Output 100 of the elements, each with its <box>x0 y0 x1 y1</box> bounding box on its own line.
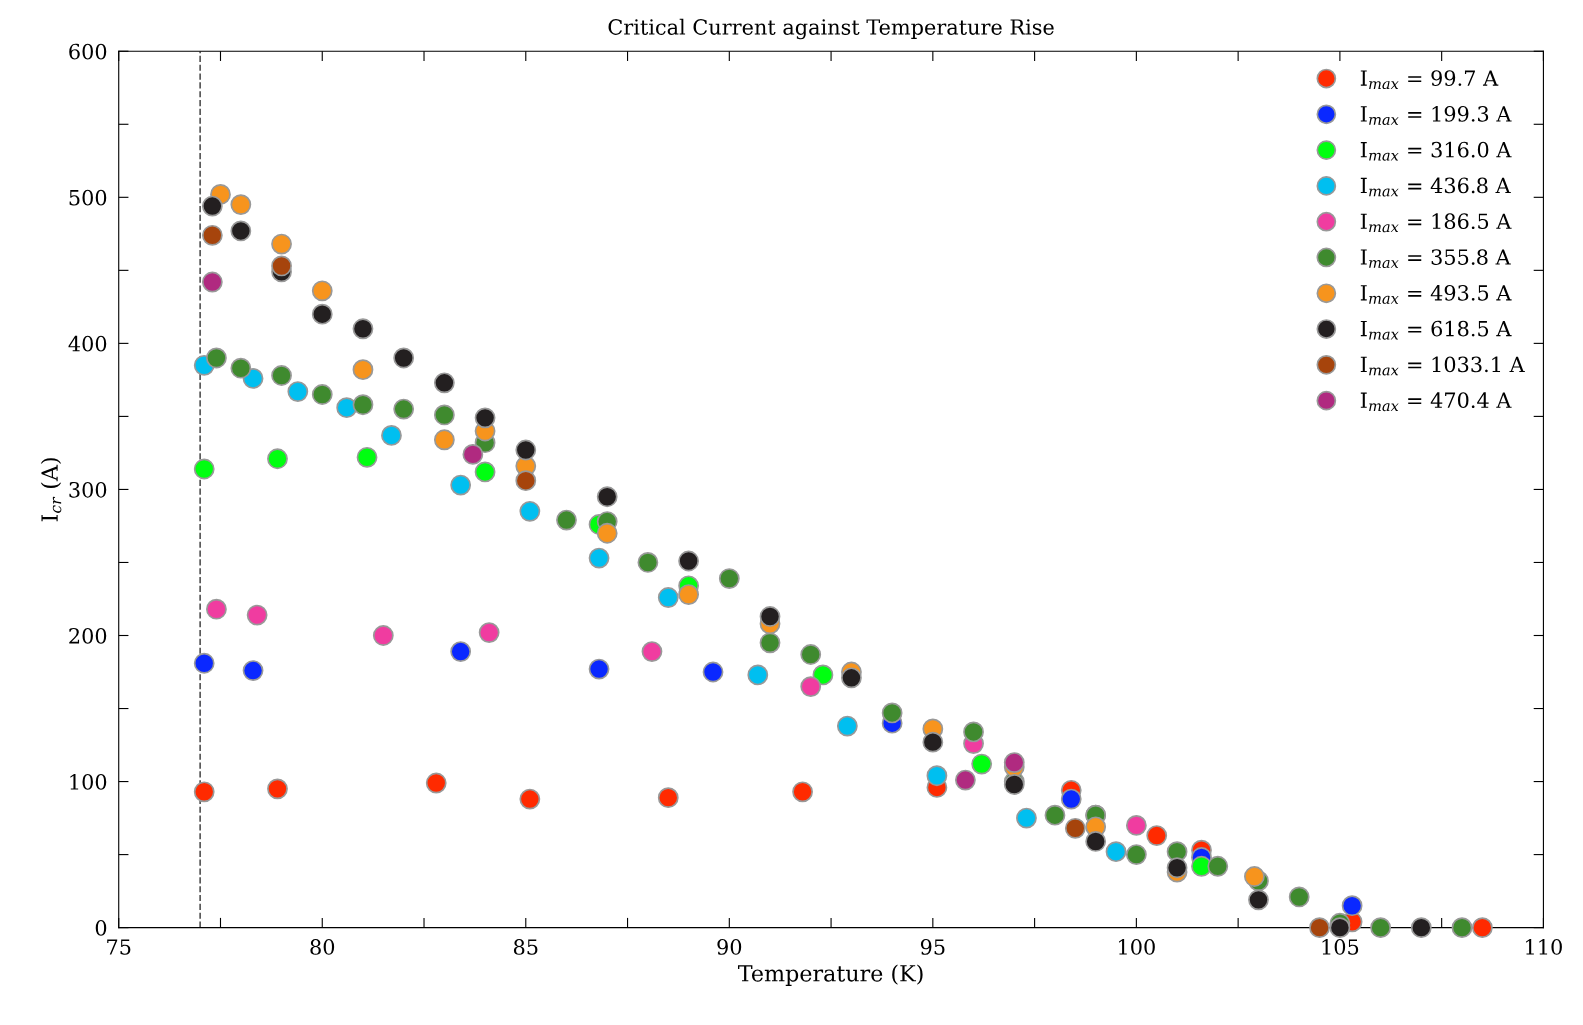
point <box>1085 831 1107 852</box>
point <box>1064 817 1086 839</box>
x-axis-title: Temperature (K) <box>738 964 923 986</box>
y-tick-label: 0 <box>95 920 107 936</box>
x-tick-label: 95 <box>920 939 945 955</box>
legend-label: I$_{max}$ = 186.5 A <box>1360 213 1512 233</box>
x-tick-label: 85 <box>513 939 538 955</box>
point <box>267 778 288 800</box>
point <box>201 224 223 246</box>
point <box>759 632 781 654</box>
point <box>474 461 496 483</box>
legend-label: I$_{max}$ = 1033.1 A <box>1360 356 1525 376</box>
x-tick-label: 75 <box>107 939 131 955</box>
point <box>1471 917 1493 939</box>
point <box>193 652 215 674</box>
point <box>1003 752 1025 773</box>
legend-label: I$_{max}$ = 99.7 A <box>1360 70 1499 90</box>
point <box>515 470 537 492</box>
point <box>433 429 455 451</box>
x-tick-label: 90 <box>717 939 742 955</box>
point <box>800 676 822 698</box>
point <box>519 788 541 810</box>
point <box>588 547 610 569</box>
point <box>926 765 948 787</box>
point <box>311 280 333 302</box>
point <box>206 347 227 369</box>
point <box>556 509 577 531</box>
point <box>425 772 447 794</box>
point <box>596 486 618 508</box>
point <box>1016 807 1037 829</box>
point <box>271 255 292 277</box>
x-tick-label: 105 <box>1322 939 1359 955</box>
point <box>1410 917 1432 939</box>
point <box>1341 895 1363 917</box>
point <box>474 407 496 429</box>
point <box>1105 841 1127 863</box>
point <box>271 365 292 386</box>
point <box>372 625 394 646</box>
legend-label: I$_{max}$ = 436.8 A <box>1360 177 1511 197</box>
y-tick-label: 100 <box>70 774 107 790</box>
point <box>352 318 374 340</box>
legend-label: I$_{max}$ = 493.5 A <box>1360 284 1512 304</box>
point <box>352 359 374 381</box>
point <box>230 357 252 379</box>
point <box>246 604 268 626</box>
point <box>515 439 537 461</box>
y-tick-label: 400 <box>68 335 107 352</box>
point <box>657 787 679 809</box>
y-axis-title: I$_{cr}$ (A) <box>40 458 62 522</box>
point <box>381 424 402 446</box>
legend-label: I$_{max}$ = 316.0 A <box>1360 141 1512 161</box>
point <box>1125 814 1147 836</box>
chart-title: Critical Current against Temperature Rise <box>608 18 1054 40</box>
point <box>637 552 659 573</box>
point <box>1288 886 1310 908</box>
point <box>641 641 663 662</box>
legend-label: I$_{max}$ = 618.5 A <box>1360 320 1512 340</box>
point <box>242 660 264 681</box>
point <box>519 500 541 522</box>
point <box>1309 917 1330 939</box>
point <box>596 522 618 544</box>
point <box>922 731 944 753</box>
point <box>1370 917 1392 939</box>
point <box>193 458 215 480</box>
x-tick-label: 110 <box>1526 939 1562 955</box>
point <box>702 661 724 683</box>
point <box>271 233 292 255</box>
point <box>1207 855 1229 877</box>
point <box>800 644 822 665</box>
point <box>201 271 223 293</box>
point <box>356 446 378 468</box>
y-tick-label: 200 <box>69 627 107 644</box>
point <box>747 664 769 686</box>
y-tick-label: 300 <box>69 481 107 498</box>
x-tick-label: 100 <box>1119 939 1155 955</box>
point <box>1060 788 1082 810</box>
point <box>1451 917 1473 939</box>
point <box>450 641 472 662</box>
point <box>588 658 610 680</box>
point <box>1244 866 1265 887</box>
point <box>657 587 679 608</box>
point <box>1044 804 1066 826</box>
legend-label: I$_{max}$ = 199.3 A <box>1360 105 1512 125</box>
point <box>393 347 415 369</box>
point <box>311 384 333 405</box>
point <box>678 584 700 606</box>
point <box>836 715 858 737</box>
point <box>450 474 472 496</box>
point <box>206 598 227 620</box>
point <box>462 443 484 465</box>
legend-label: I$_{max}$ = 470.4 A <box>1360 392 1512 412</box>
legend-label: I$_{max}$ = 355.8 A <box>1360 249 1511 269</box>
point <box>678 550 700 572</box>
point <box>287 381 309 402</box>
point <box>393 398 415 420</box>
point <box>433 372 455 394</box>
point <box>718 568 740 589</box>
point <box>954 769 976 791</box>
point <box>201 195 223 217</box>
point <box>230 194 252 216</box>
